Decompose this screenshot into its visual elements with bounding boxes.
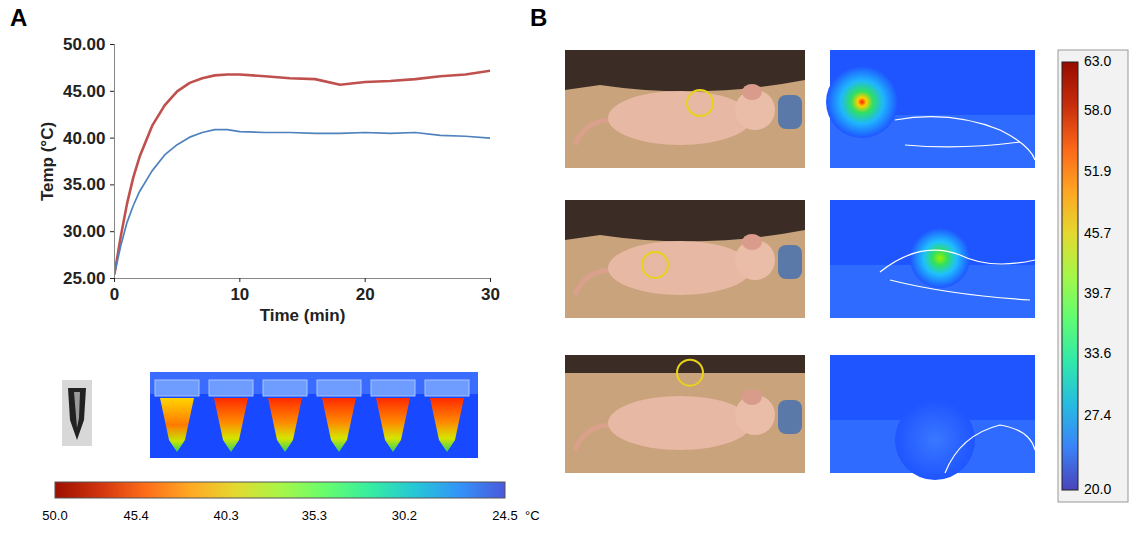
svg-text:30: 30 [481,285,500,304]
svg-text:63.0: 63.0 [1084,53,1111,69]
svg-text:50.0: 50.0 [42,508,67,523]
svg-text:25.00: 25.00 [63,269,106,288]
svg-text:39.7: 39.7 [1084,285,1111,301]
svg-text:45.7: 45.7 [1084,225,1111,241]
svg-text:Time (min): Time (min) [260,306,346,325]
svg-text:B: B [530,4,547,31]
svg-text:33.6: 33.6 [1084,345,1111,361]
svg-text:35.3: 35.3 [302,508,327,523]
svg-text:51.9: 51.9 [1084,163,1111,179]
svg-text:20: 20 [356,285,375,304]
svg-text:45.00: 45.00 [63,82,106,101]
svg-text:58.0: 58.0 [1084,102,1111,118]
svg-text:27.4: 27.4 [1084,407,1111,423]
svg-text:°C: °C [525,508,540,523]
svg-text:20.0: 20.0 [1084,481,1111,497]
svg-text:A: A [10,4,27,31]
svg-text:30.2: 30.2 [392,508,417,523]
svg-text:50.00: 50.00 [63,35,106,54]
svg-text:40.3: 40.3 [214,508,239,523]
svg-text:Temp (°C): Temp (°C) [38,122,57,201]
svg-text:40.00: 40.00 [63,129,106,148]
svg-text:45.4: 45.4 [124,508,149,523]
svg-text:0: 0 [110,285,119,304]
svg-text:30.00: 30.00 [63,222,106,241]
svg-text:10: 10 [230,285,249,304]
svg-text:35.00: 35.00 [63,175,106,194]
svg-text:24.5: 24.5 [492,508,517,523]
